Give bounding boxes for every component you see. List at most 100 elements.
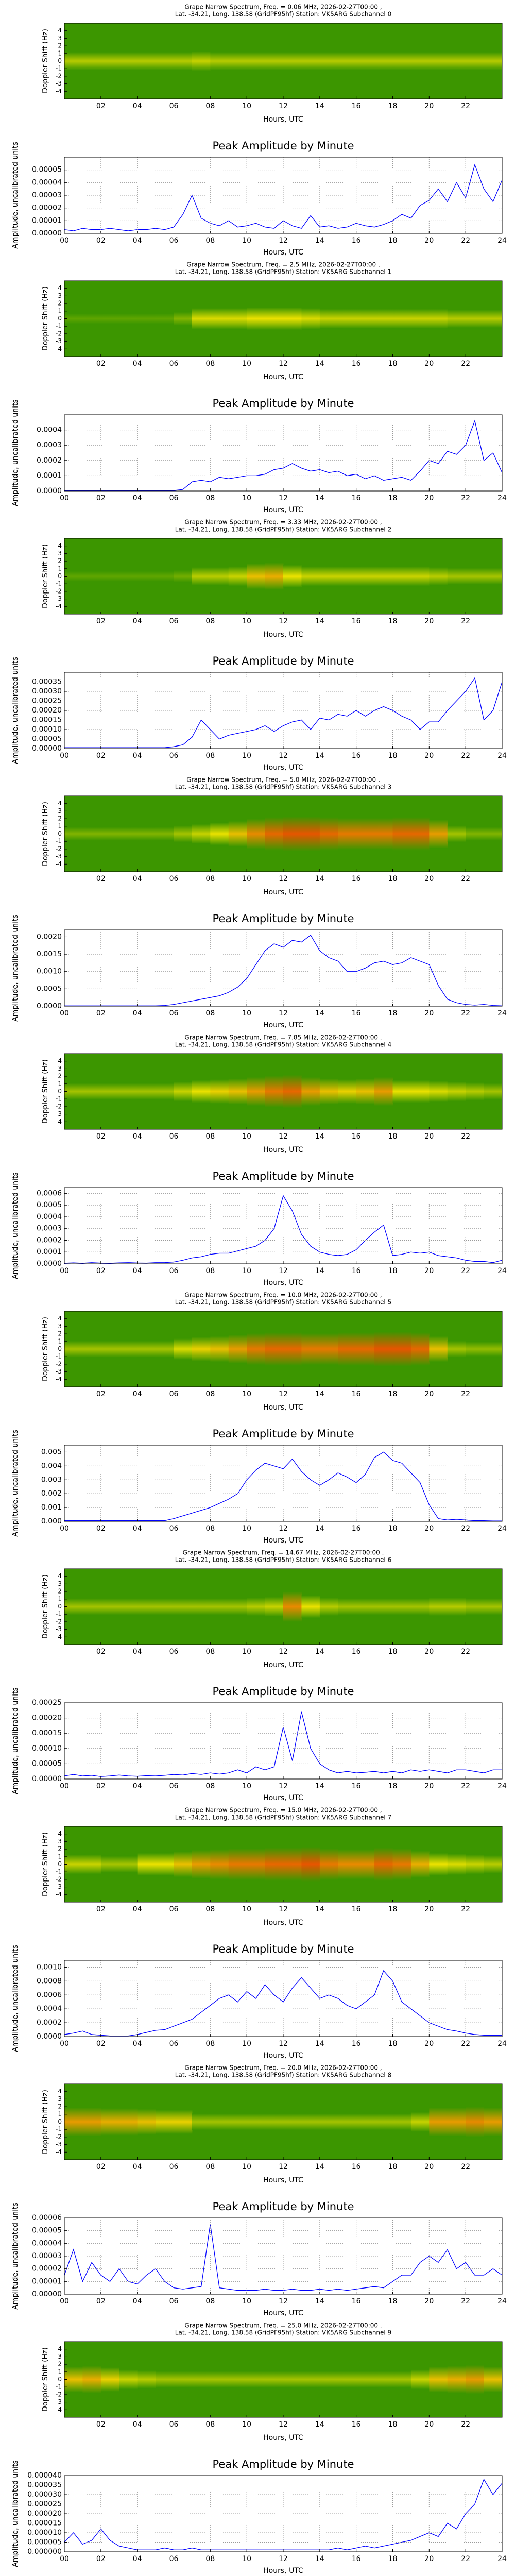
spectrogram-cell [447,568,466,585]
x-tick-label: 06 [169,1782,179,1790]
spectrogram-cell [119,1598,138,1615]
x-axis-label: Hours, UTC [263,1794,303,1802]
x-tick-label: 08 [205,1648,215,1656]
x-tick-label: 16 [352,360,361,368]
y-tick-label: 0.0004 [37,1213,62,1221]
x-tick-label: 14 [315,2420,324,2429]
spectrogram-cell [156,1341,174,1358]
x-tick-label: 08 [205,1524,215,1533]
x-tick-label: 16 [352,1267,361,1275]
spectrogram-cell [82,52,101,71]
y-tick-label: 0 [58,830,62,837]
x-tick-label: 00 [60,2297,69,2306]
x-tick-label: 12 [279,1524,288,1533]
spectrogram-cell [174,825,193,842]
x-tick-label: 22 [461,617,470,625]
spectrogram-cell [82,571,101,582]
y-tick-label: 0 [58,2376,62,2383]
y-tick-label: -3 [56,2398,62,2405]
x-tick-label: 18 [388,2420,398,2429]
spectrogram-cell [137,1083,156,1100]
x-tick-label: 16 [352,752,361,760]
y-tick-label: 0.00025 [32,1699,62,1707]
y-tick-label: 0.001 [41,1503,62,1512]
spectrogram-cell [484,52,503,71]
x-tick-label: 20 [424,617,434,625]
x-tick-label: 20 [424,2040,434,2048]
x-axis-label: Hours, UTC [263,1919,303,1927]
spectrogram-cell [210,1336,229,1362]
x-tick-label: 24 [497,494,507,502]
x-tick-label: 16 [352,875,361,883]
spectrogram-cell [174,312,193,326]
spectrogram-cell [100,313,119,324]
x-tick-label: 10 [242,1267,251,1275]
spectrogram-cell [82,1341,101,1358]
spectrogram-cell [82,2366,101,2393]
spectrogram-cell [338,309,357,329]
x-tick-label: 16 [352,1390,361,1398]
x-tick-label: 18 [388,2555,398,2563]
spectrogram-cell [265,307,284,330]
x-tick-label: 18 [388,2163,398,2171]
y-tick-label: 0.000015 [27,2519,62,2528]
x-tick-label: 24 [497,1524,507,1533]
x-tick-label: 14 [315,360,324,368]
plot-frame [64,1960,503,2037]
spectrogram-cell [64,827,83,841]
chart-subtitle: Lat. -34.21, Long. 138.58 (GridPF95hf) S… [175,1556,391,1564]
y-tick-label: 2 [58,300,62,307]
x-tick-label: 20 [424,2420,434,2429]
chart-title: Peak Amplitude by Minute [213,1943,354,1955]
x-tick-label: 00 [60,752,69,760]
y-axis-label: Amplitude, uncalibrated units [11,2460,20,2567]
spectrogram-cell [319,2113,338,2130]
x-tick-label: 06 [169,1267,179,1275]
spectrogram-cell [392,1331,411,1367]
x-tick-label: 06 [169,102,179,110]
x-tick-label: 16 [352,1905,361,1913]
spectrogram-cell [283,565,302,588]
x-tick-label: 22 [461,360,470,368]
plot-frame [64,1568,503,1645]
spectrogram-cell [356,2371,375,2388]
spectrogram-cell [247,52,266,71]
spectrogram-cell [100,1083,119,1100]
y-tick-label: -2 [56,1360,62,1367]
y-tick-label: 0 [58,315,62,322]
x-tick-label: 12 [279,875,288,883]
chart-title: Grape Narrow Spectrum, Freq. = 0.06 MHz,… [184,4,382,11]
y-tick-label: 3 [58,35,62,42]
x-tick-label: 12 [279,1390,288,1398]
x-tick-label: 14 [315,2555,324,2563]
x-tick-label: 02 [96,1648,106,1656]
y-tick-label: 0.0004 [37,2005,62,2013]
spectrogram-cell [100,2367,119,2392]
spectrogram-cell [392,1080,411,1103]
x-tick-label: 04 [133,2420,142,2429]
x-tick-label: 14 [315,1905,324,1913]
spectrogram-cell [484,1341,503,1357]
spectrogram-cell [156,827,174,841]
spectrogram-cell [410,1851,430,1878]
x-tick-label: 02 [96,617,106,625]
chart-subtitle: Lat. -34.21, Long. 138.58 (GridPF95hf) S… [175,1814,391,1821]
spectrogram-cell [156,52,174,71]
y-tick-label: -1 [56,838,62,845]
spectrogram-cell [356,52,375,71]
x-tick-label: 00 [60,494,69,502]
y-tick-label: 0.0002 [37,1236,62,1244]
x-tick-label: 06 [169,2297,179,2306]
y-tick-label: 0.000030 [27,2490,62,2499]
spectrogram-cell [210,567,229,586]
y-tick-label: -1 [56,2126,62,2133]
x-tick-label: 12 [279,617,288,625]
spectrogram-cell [228,308,247,330]
x-tick-label: 12 [279,1267,288,1275]
y-tick-label: 0.00005 [32,1759,62,1768]
y-tick-label: -4 [56,1891,62,1898]
y-tick-label: 0.0002 [37,456,62,465]
y-tick-label: 0.000035 [27,2481,62,2489]
spectrogram-cell [192,824,211,844]
